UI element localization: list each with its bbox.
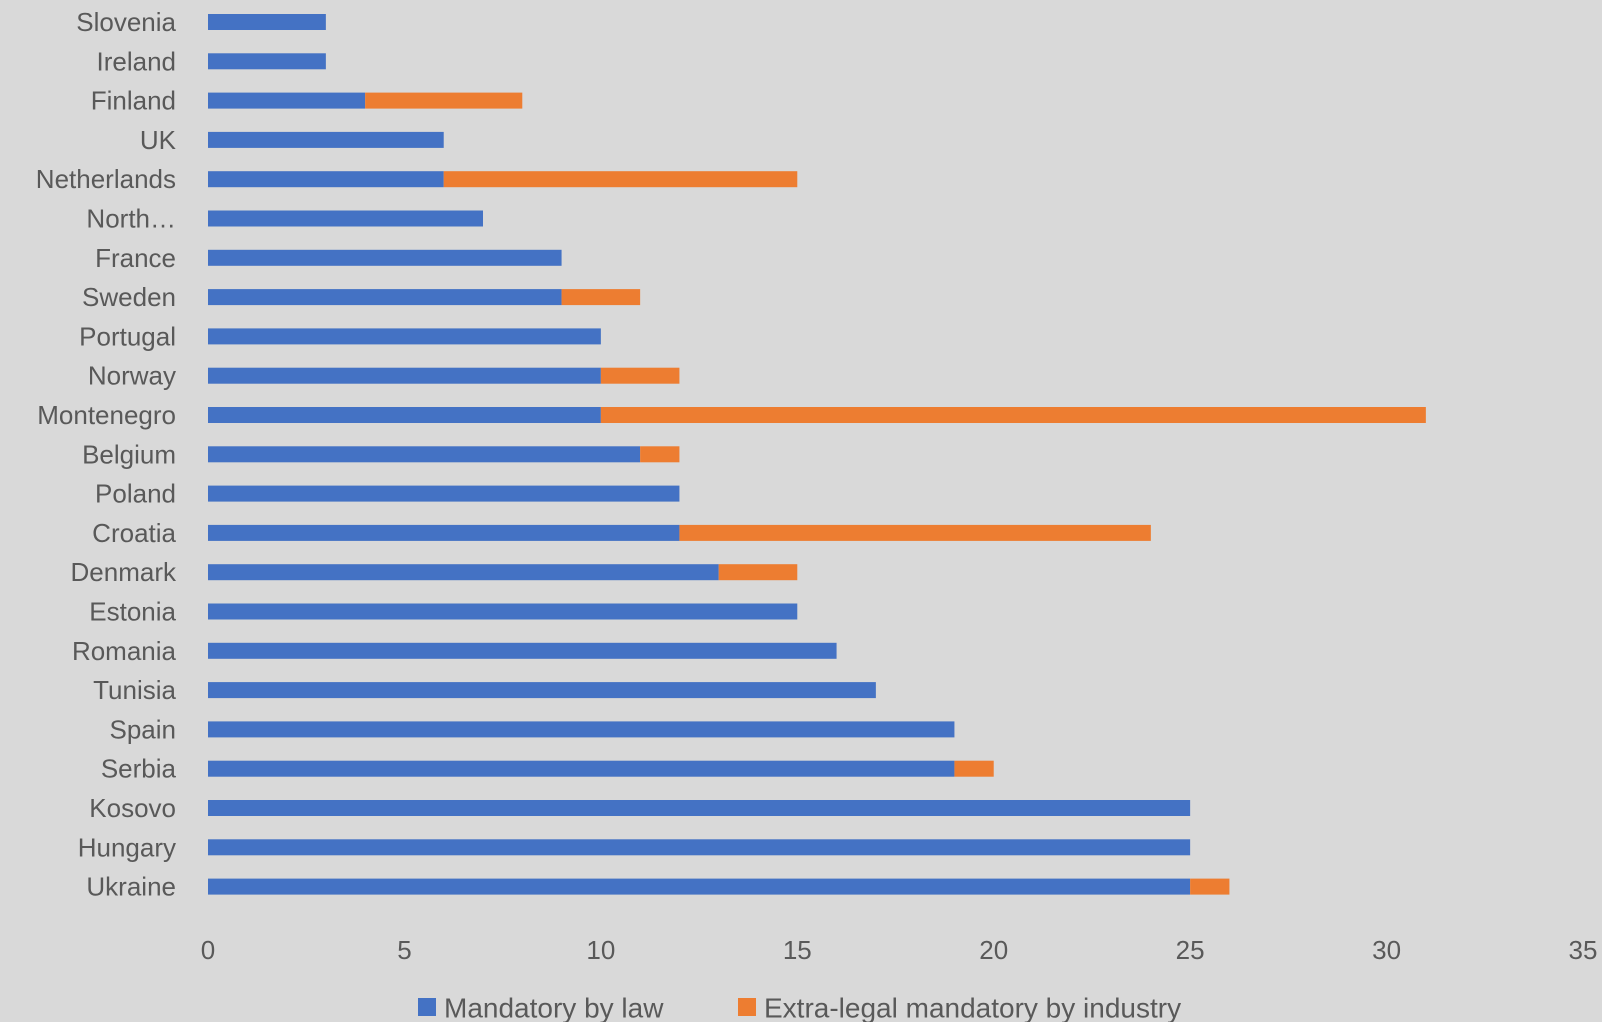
bar-mandatory-by-law	[208, 839, 1191, 856]
bar-mandatory-by-law	[208, 171, 444, 188]
bar-mandatory-by-law	[208, 131, 444, 148]
category-label: Ukraine	[86, 872, 176, 902]
category-label: Estonia	[89, 597, 176, 627]
bar-mandatory-by-law	[208, 524, 680, 541]
category-label: Slovenia	[76, 7, 176, 37]
x-tick-label: 30	[1372, 935, 1401, 965]
bar-extra-legal-mandatory	[640, 446, 680, 463]
bar-mandatory-by-law	[208, 642, 837, 659]
bar-extra-legal-mandatory	[600, 367, 680, 384]
bar-mandatory-by-law	[208, 407, 601, 423]
bar-extra-legal-mandatory	[561, 289, 641, 306]
bar-mandatory-by-law	[208, 53, 326, 70]
category-label: Romania	[72, 636, 177, 666]
legend-label: Mandatory by law	[444, 993, 664, 1022]
legend-swatch	[418, 998, 436, 1016]
legend-swatch	[738, 998, 756, 1016]
bar-mandatory-by-law	[208, 682, 876, 699]
category-labels: Slovenia Ireland Finland UK Netherlands North…	[36, 7, 177, 902]
bar-extra-legal-mandatory	[954, 760, 994, 777]
bar-extra-legal-mandatory	[600, 407, 1426, 423]
x-axis-tick-labels: 0 5 10 15 20 25 30 35	[201, 935, 1598, 965]
bar-mandatory-by-law	[208, 289, 562, 306]
bar-mandatory-by-law	[208, 564, 719, 581]
bar-mandatory-by-law	[208, 878, 1191, 895]
x-tick-label: 15	[783, 935, 812, 965]
bar-mandatory-by-law	[208, 721, 955, 738]
category-label: Kosovo	[89, 793, 176, 823]
bar-mandatory-by-law	[208, 249, 562, 266]
category-label: Serbia	[101, 754, 177, 784]
x-tick-label: 5	[397, 935, 411, 965]
bar-extra-legal-mandatory	[679, 524, 1151, 541]
category-label: Norway	[88, 361, 176, 391]
category-label: Tunisia	[93, 675, 176, 705]
bar-mandatory-by-law	[208, 800, 1191, 816]
category-label: France	[95, 243, 176, 273]
category-label: Poland	[95, 479, 176, 509]
category-label: Netherlands	[36, 164, 176, 194]
category-label: Portugal	[79, 321, 176, 351]
bar-mandatory-by-law	[208, 603, 798, 620]
category-label: Spain	[110, 714, 177, 744]
category-label: Belgium	[82, 439, 176, 469]
category-label: Hungary	[78, 832, 176, 862]
category-label: Ireland	[97, 46, 177, 76]
bar-mandatory-by-law	[208, 328, 601, 345]
bar-layer	[208, 14, 1426, 895]
x-tick-label: 35	[1569, 935, 1598, 965]
category-label: Sweden	[82, 282, 176, 312]
bar-mandatory-by-law	[208, 14, 326, 30]
bar-mandatory-by-law	[208, 760, 955, 777]
bar-mandatory-by-law	[208, 367, 601, 384]
legend: Mandatory by law Extra-legal mandatory by…	[418, 993, 1181, 1022]
bar-mandatory-by-law	[208, 485, 680, 502]
bar-mandatory-by-law	[208, 92, 366, 109]
bar-extra-legal-mandatory	[365, 92, 523, 109]
x-tick-label: 0	[201, 935, 215, 965]
bar-extra-legal-mandatory	[443, 171, 798, 188]
x-tick-label: 20	[979, 935, 1008, 965]
category-label: Finland	[91, 86, 176, 116]
x-tick-label: 10	[586, 935, 615, 965]
x-tick-label: 25	[1176, 935, 1205, 965]
category-label: North…	[86, 204, 176, 234]
bar-mandatory-by-law	[208, 446, 641, 463]
bar-mandatory-by-law	[208, 210, 483, 227]
category-label: Montenegro	[37, 400, 176, 430]
legend-label: Extra-legal mandatory by industry	[764, 993, 1181, 1022]
category-label: Croatia	[92, 518, 176, 548]
bar-extra-legal-mandatory	[718, 564, 798, 581]
bar-extra-legal-mandatory	[1190, 878, 1230, 895]
category-label: Denmark	[71, 557, 177, 587]
category-label: UK	[140, 125, 177, 155]
